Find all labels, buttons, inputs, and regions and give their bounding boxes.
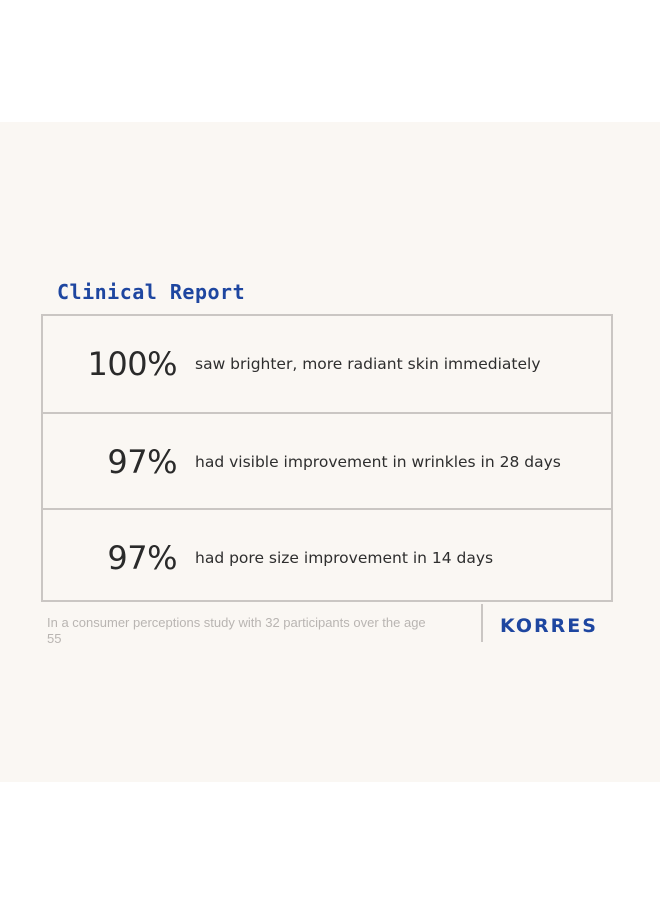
stat-description: saw brighter, more radiant skin immediat… (195, 355, 541, 373)
stat-value: 97% (107, 443, 177, 481)
content-panel (0, 122, 660, 782)
stat-row: 100% saw brighter, more radiant skin imm… (43, 316, 611, 412)
stats-table: 100% saw brighter, more radiant skin imm… (41, 314, 613, 602)
stat-value: 97% (107, 539, 177, 577)
stat-row: 97% had visible improvement in wrinkles … (43, 412, 611, 510)
page-title: Clinical Report (57, 280, 246, 304)
study-footnote: In a consumer perceptions study with 32 … (47, 615, 426, 646)
stat-description: had visible improvement in wrinkles in 2… (195, 453, 561, 471)
footer-divider (481, 604, 483, 642)
stat-row: 97% had pore size improvement in 14 days (43, 508, 611, 606)
stat-value: 100% (87, 345, 178, 383)
brand-logo: KORRES (500, 615, 598, 637)
stat-description: had pore size improvement in 14 days (195, 549, 494, 567)
